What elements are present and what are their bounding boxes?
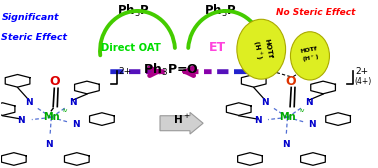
Text: H$^+$: H$^+$	[173, 113, 191, 127]
Text: iv: iv	[299, 108, 304, 113]
Text: Ph$_3$P: Ph$_3$P	[117, 3, 150, 19]
Text: iv: iv	[63, 108, 68, 113]
Text: N: N	[69, 98, 77, 107]
Text: N: N	[308, 120, 316, 129]
Text: N: N	[72, 120, 79, 129]
Text: (4+): (4+)	[355, 77, 372, 86]
Text: HOTf
(H$^+$): HOTf (H$^+$)	[250, 38, 272, 61]
Text: Significant: Significant	[2, 13, 59, 22]
Text: O: O	[49, 75, 60, 88]
Text: N: N	[254, 116, 261, 125]
Text: N: N	[261, 98, 269, 107]
Text: O: O	[285, 75, 296, 88]
Text: No Steric Effect: No Steric Effect	[276, 8, 356, 17]
Text: Mn: Mn	[43, 112, 60, 122]
Text: N: N	[282, 139, 290, 149]
Text: Ph$_3$P=O: Ph$_3$P=O	[143, 62, 199, 78]
Text: 2+: 2+	[355, 67, 368, 76]
Text: HOTf
(H$^+$): HOTf (H$^+$)	[300, 46, 320, 66]
Text: N: N	[25, 98, 33, 107]
Text: Direct OAT: Direct OAT	[101, 43, 161, 53]
FancyArrow shape	[160, 112, 203, 134]
Text: N: N	[17, 116, 25, 125]
Text: Mn: Mn	[279, 112, 296, 122]
Text: Steric Effect: Steric Effect	[2, 33, 67, 42]
Text: N: N	[46, 139, 53, 149]
Text: ET: ET	[209, 41, 226, 54]
Ellipse shape	[237, 19, 286, 79]
Ellipse shape	[290, 32, 330, 80]
Text: N: N	[305, 98, 313, 107]
Text: 2+: 2+	[119, 67, 132, 76]
Text: Ph$_3$P: Ph$_3$P	[204, 3, 236, 19]
